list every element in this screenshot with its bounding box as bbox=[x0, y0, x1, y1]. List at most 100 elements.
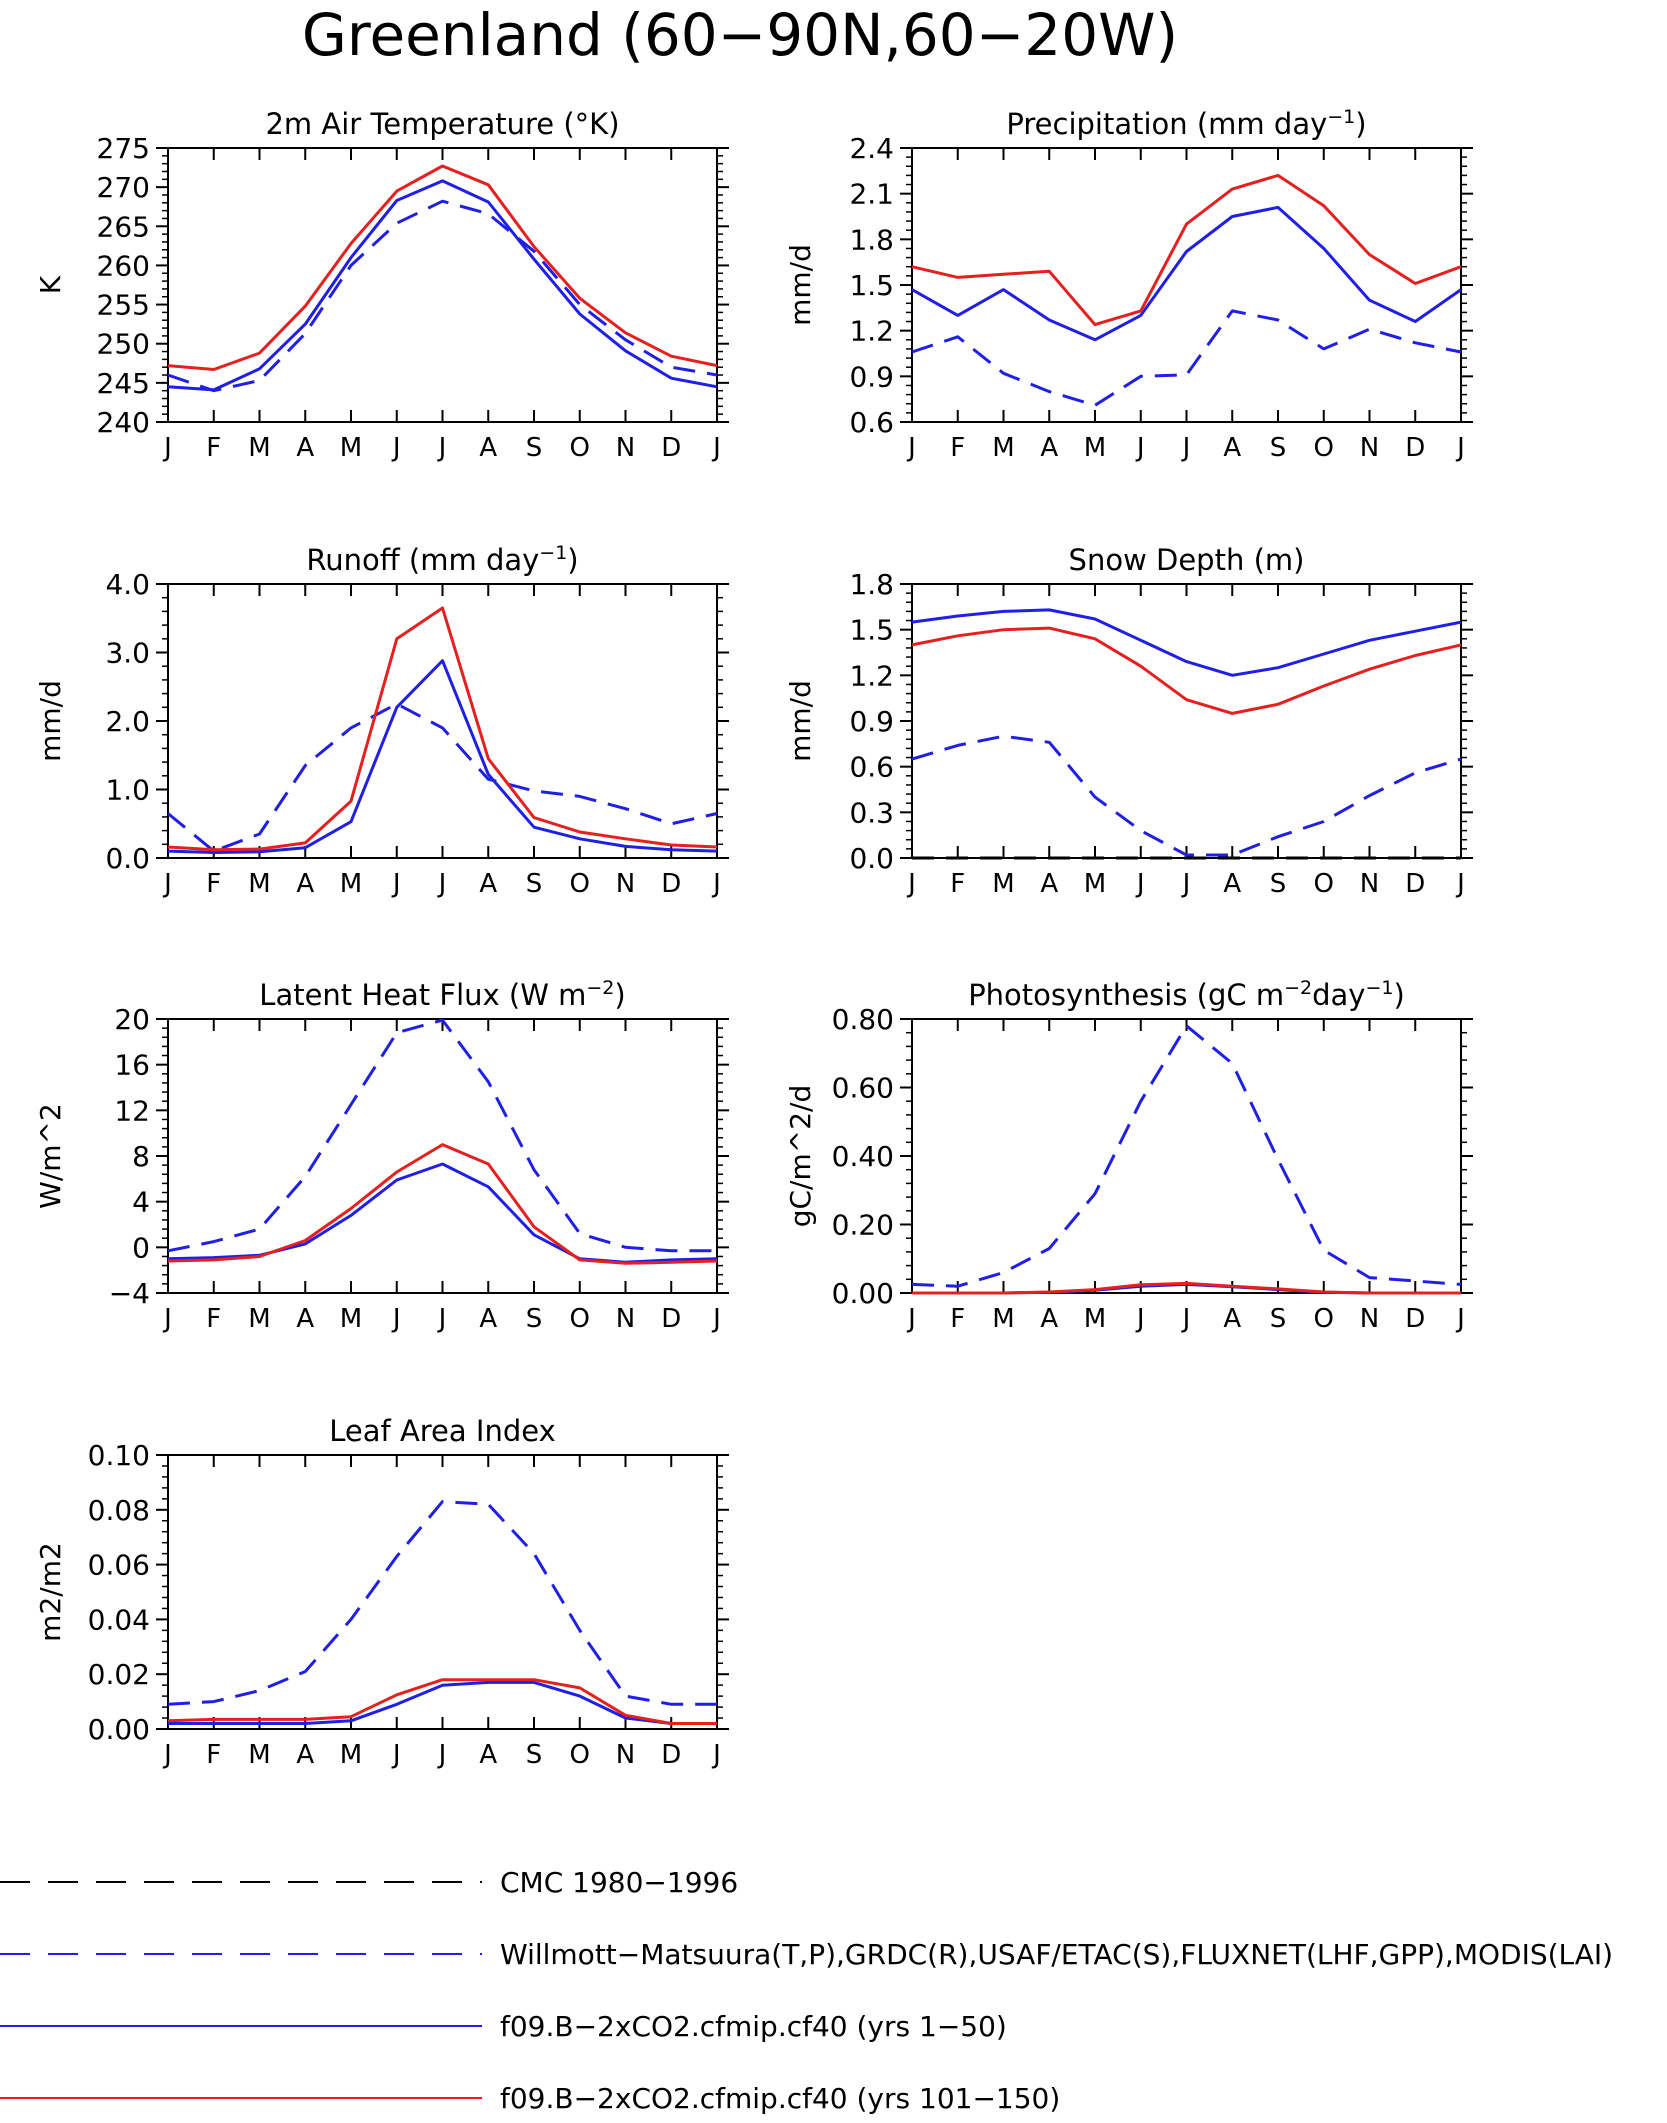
y-tick-label: 8 bbox=[132, 1140, 150, 1173]
y-tick-label: 1.0 bbox=[105, 774, 150, 807]
y-tick-label: 260 bbox=[97, 249, 150, 282]
x-tick-label: A bbox=[479, 869, 497, 899]
x-tick-label: O bbox=[1314, 869, 1334, 899]
y-tick-label: 0 bbox=[132, 1231, 150, 1264]
chart-panel-0: J F M A M J J A S O N D J2402452502552602652702752m … bbox=[34, 107, 729, 463]
y-tick-label: 1.5 bbox=[849, 614, 894, 647]
x-tick-label: N bbox=[616, 869, 635, 899]
x-tick-label: D bbox=[1405, 1304, 1425, 1334]
title-superscript-2: −1 bbox=[1365, 977, 1393, 999]
x-tick-label: A bbox=[296, 869, 314, 899]
x-tick-label: J bbox=[1181, 433, 1191, 463]
x-tick-label: A bbox=[1223, 433, 1241, 463]
title-superscript: −1 bbox=[539, 542, 567, 564]
y-axis-label: W/m^2 bbox=[34, 1103, 67, 1209]
y-tick-label: 1.2 bbox=[849, 659, 894, 692]
x-tick-label: S bbox=[526, 1304, 543, 1334]
x-tick-label: J bbox=[437, 869, 447, 899]
x-tick-label: M bbox=[248, 1304, 270, 1334]
y-tick-label: 0.3 bbox=[849, 796, 894, 829]
y-tick-label: 0.6 bbox=[849, 751, 894, 784]
x-tick-label: M bbox=[992, 1304, 1014, 1334]
y-tick-label: 240 bbox=[97, 406, 150, 439]
x-tick-label: S bbox=[1270, 869, 1287, 899]
x-tick-label: F bbox=[950, 869, 965, 899]
x-tick-label: D bbox=[661, 433, 681, 463]
x-tick-label: A bbox=[479, 433, 497, 463]
y-tick-label: 245 bbox=[97, 367, 150, 400]
x-tick-label: A bbox=[296, 1304, 314, 1334]
x-tick-label: S bbox=[526, 1740, 543, 1770]
x-tick-label: N bbox=[1360, 1304, 1379, 1334]
series-line-model1 bbox=[911, 205, 1462, 342]
plot-frame bbox=[911, 1018, 1462, 1294]
y-axis-label: gC/m^2/d bbox=[784, 1085, 817, 1228]
x-tick-label: M bbox=[340, 1740, 362, 1770]
x-tick-label: D bbox=[661, 1304, 681, 1334]
series-line-model2 bbox=[167, 1678, 717, 1725]
series-line-obs bbox=[911, 1024, 1462, 1288]
x-tick-label: J bbox=[1181, 869, 1191, 899]
x-tick-label: J bbox=[162, 1740, 172, 1770]
series-line-model1 bbox=[167, 179, 718, 392]
x-tick-label: J bbox=[162, 1304, 172, 1334]
chart-panels: J F M A M J J A S O N D J2402452502552602652702752m … bbox=[34, 106, 1473, 1770]
x-tick-label: J bbox=[711, 1740, 721, 1770]
x-tick-label: J bbox=[391, 1740, 401, 1770]
title-text: Photosynthesis (gC m bbox=[968, 978, 1284, 1012]
y-tick-label: 0.10 bbox=[88, 1439, 150, 1472]
y-tick-label: 0.80 bbox=[832, 1003, 894, 1036]
x-tick-label: M bbox=[1084, 1304, 1106, 1334]
title-text-end: ) bbox=[567, 543, 578, 577]
x-tick-label: J bbox=[162, 433, 172, 463]
y-tick-label: 0.9 bbox=[849, 705, 894, 738]
x-tick-label: J bbox=[1135, 433, 1145, 463]
series-line-obs bbox=[911, 734, 1462, 857]
y-tick-label: 2.1 bbox=[849, 178, 894, 211]
legend-label-obs: Willmott−Matsuura(T,P),GRDC(R),USAF/ETAC… bbox=[500, 1938, 1613, 1971]
series-line-model2 bbox=[167, 1143, 718, 1265]
y-tick-label: 1.8 bbox=[849, 568, 894, 601]
series-line-model1 bbox=[911, 608, 1462, 677]
x-tick-label: A bbox=[479, 1740, 497, 1770]
x-tick-label: S bbox=[1270, 1304, 1287, 1334]
x-tick-label: O bbox=[570, 1740, 590, 1770]
x-tick-label: M bbox=[340, 869, 362, 899]
x-tick-label: J bbox=[711, 433, 721, 463]
y-tick-label: 3.0 bbox=[105, 637, 150, 670]
x-tick-label: M bbox=[248, 869, 270, 899]
title-superscript: −2 bbox=[1284, 977, 1312, 999]
y-tick-label: 1.2 bbox=[849, 315, 894, 348]
y-tick-label: 0.0 bbox=[849, 842, 894, 875]
y-tick-label: −4 bbox=[109, 1277, 150, 1310]
x-tick-label: J bbox=[391, 869, 401, 899]
title-text-mid: day bbox=[1312, 978, 1365, 1012]
y-tick-label: 0.0 bbox=[105, 842, 150, 875]
x-tick-label: A bbox=[296, 433, 314, 463]
title-text: Runoff (mm day bbox=[306, 543, 539, 577]
x-tick-label: A bbox=[296, 1740, 314, 1770]
series-line-obs bbox=[167, 1018, 717, 1253]
x-tick-label: S bbox=[526, 433, 543, 463]
y-tick-label: 20 bbox=[114, 1003, 150, 1036]
x-tick-label: J bbox=[391, 433, 401, 463]
x-tick-label: M bbox=[1084, 869, 1106, 899]
y-tick-label: 0.60 bbox=[832, 1072, 894, 1105]
x-tick-label: D bbox=[1405, 869, 1425, 899]
panel-title: Runoff (mm day−1) bbox=[306, 542, 578, 577]
legend-label-cmc: CMC 1980−1996 bbox=[500, 1866, 738, 1899]
plot-frame bbox=[167, 583, 718, 859]
series-line-model2 bbox=[167, 164, 718, 371]
plot-frame bbox=[167, 1454, 718, 1730]
x-tick-label: D bbox=[661, 1740, 681, 1770]
x-tick-label: J bbox=[1455, 1304, 1465, 1334]
y-axis-label: K bbox=[34, 275, 67, 294]
series-line-model2 bbox=[912, 1281, 1461, 1295]
x-tick-label: F bbox=[206, 1304, 221, 1334]
plot-frame bbox=[167, 1018, 718, 1294]
title-superscript: −1 bbox=[1327, 106, 1355, 128]
title-text: Snow Depth (m) bbox=[1069, 543, 1305, 577]
